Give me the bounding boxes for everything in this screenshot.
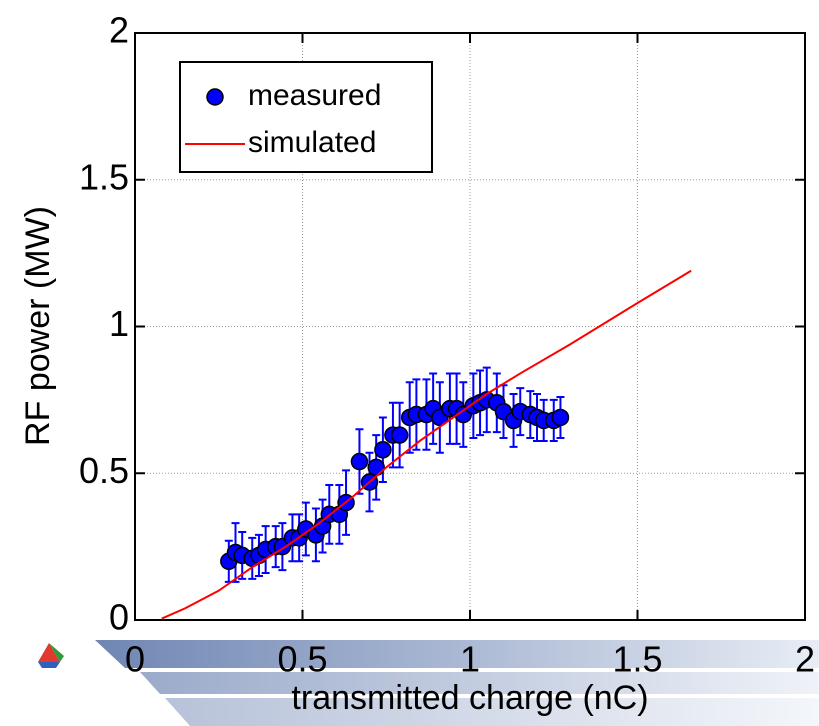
point: [350, 452, 369, 471]
plot-frame: [134, 32, 806, 621]
y-tick-label: 2: [109, 10, 129, 51]
legend-box: [179, 61, 433, 173]
line: [161, 269, 692, 620]
point: [390, 426, 409, 444]
x-axis-label: transmitted charge (nC): [291, 679, 648, 717]
x-tick-label: 1: [460, 639, 480, 680]
point: [551, 408, 570, 427]
legend: measured simulated: [179, 61, 433, 173]
y-tick-label: 0.5: [79, 450, 129, 491]
point: [367, 458, 385, 477]
point: [374, 441, 392, 459]
y-tick-label: 1.5: [79, 156, 129, 197]
x-tick-label: 1.5: [612, 639, 662, 680]
logo: [38, 643, 64, 668]
decor-band: [165, 698, 819, 726]
x-tick-label: 0: [125, 639, 145, 680]
legend-label: simulated: [248, 126, 376, 159]
plot-area: 0 0.5 1 1.5 2 0 0.5 1 1.5 2 measured simulated: [79, 10, 815, 680]
y-tick-label: 0: [109, 597, 129, 638]
legend-label: measured: [248, 79, 381, 112]
y-axis-label: RF power (MW): [19, 206, 57, 446]
legend-marker: [206, 88, 224, 106]
x-tick-label: 0.5: [277, 639, 327, 680]
decor-band: [140, 672, 819, 694]
y-tick-label: 1: [109, 303, 129, 344]
decor-band: [95, 640, 819, 668]
x-tick-label: 2: [795, 639, 815, 680]
